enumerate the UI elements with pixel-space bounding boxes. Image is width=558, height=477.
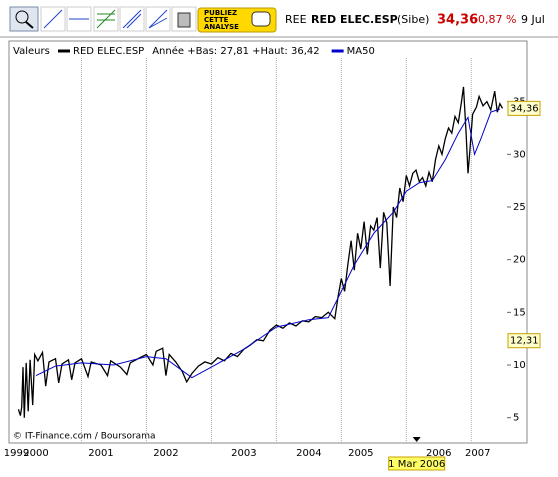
plot-frame bbox=[8, 40, 528, 444]
x-tick-label: 2000 bbox=[23, 448, 48, 459]
cursor-arrow bbox=[412, 437, 421, 442]
trash-icon bbox=[177, 12, 191, 28]
y-tick-label: 10 bbox=[513, 360, 526, 371]
credit: © IT-Finance.com / Boursorama bbox=[13, 432, 155, 442]
legend-label: RED ELEC.ESP bbox=[73, 46, 144, 57]
x-tick-label: 1999 bbox=[4, 448, 29, 459]
x-tick-label: 2005 bbox=[348, 448, 373, 459]
x-tick-label: 2006 bbox=[426, 448, 451, 459]
annual-range: Année +Bas: 27,81 +Haut: 36,42 bbox=[152, 45, 319, 57]
trend-icon bbox=[43, 9, 63, 29]
x-tick-label: 2001 bbox=[88, 448, 113, 459]
cursor-label: 1 Mar 2006 bbox=[388, 459, 445, 470]
value-marker-label: 34,36 bbox=[510, 103, 539, 114]
cursor-box bbox=[388, 456, 446, 471]
y-tick-label: 15 bbox=[513, 307, 526, 318]
value-marker bbox=[507, 100, 541, 116]
fibo-icon bbox=[96, 9, 116, 29]
ticker-name: RED ELEC.ESP bbox=[311, 13, 398, 26]
toolbar: PUBLIEZ CETTE ANALYSE bbox=[9, 6, 277, 33]
x-tick-label: 2007 bbox=[465, 448, 490, 459]
market: (Sibe) bbox=[397, 13, 429, 26]
price-line bbox=[17, 86, 504, 418]
channel-icon bbox=[122, 9, 142, 29]
y-tick-label: 25 bbox=[513, 202, 526, 213]
zoom-icon-handle bbox=[25, 21, 34, 29]
x-tick-label: 2004 bbox=[296, 448, 321, 459]
ticker-code: REE bbox=[285, 13, 307, 26]
ad-text: PUBLIEZ bbox=[204, 9, 237, 17]
price-line bbox=[35, 108, 501, 379]
price: 34,36 bbox=[437, 13, 478, 28]
date: 9 Jul bbox=[521, 13, 545, 26]
x-tick-label: 2003 bbox=[231, 448, 256, 459]
y-tick-label: 20 bbox=[513, 255, 526, 266]
y-tick-label: 5 bbox=[513, 413, 519, 424]
legend-title: Valeurs bbox=[13, 46, 50, 57]
y-tick-label: 30 bbox=[513, 149, 526, 160]
ad-text: CETTE bbox=[204, 16, 229, 24]
zoom-icon bbox=[15, 10, 29, 24]
zoom-button[interactable] bbox=[9, 6, 39, 32]
x-tick-label: 2002 bbox=[153, 448, 178, 459]
ad-icon bbox=[251, 11, 271, 27]
fan-icon bbox=[148, 9, 168, 29]
value-marker bbox=[507, 333, 541, 349]
value-marker-label: 12,31 bbox=[510, 336, 539, 347]
legend-label: MA50 bbox=[347, 46, 375, 57]
change: -0,87 % bbox=[474, 13, 516, 26]
ad-text: ANALYSE bbox=[204, 23, 239, 31]
